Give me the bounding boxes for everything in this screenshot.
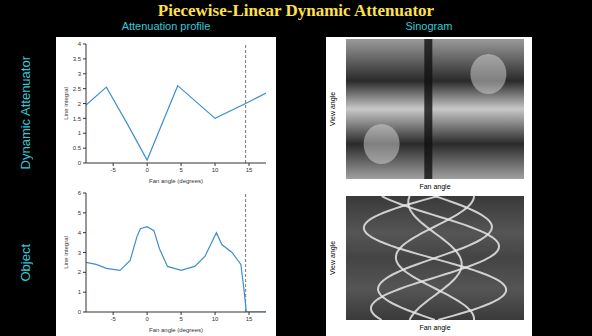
html-text:Piecewise-Linear Dynamic Atten: Piecewise-Linear Dynamic Attenuator xyxy=(157,1,435,20)
svg-text:Line integral: Line integral xyxy=(63,236,69,269)
html-text:Attenuation profile: Attenuation profile xyxy=(121,20,211,32)
html-text:Sinogram: Sinogram xyxy=(405,20,453,32)
svg-text:10: 10 xyxy=(212,167,219,173)
svg-text:2: 2 xyxy=(78,269,82,275)
svg-text:1: 1 xyxy=(78,130,82,136)
svg-text:0: 0 xyxy=(78,309,82,315)
svg-text:5: 5 xyxy=(179,167,183,173)
svg-text:5: 5 xyxy=(78,210,82,216)
svg-text:-5: -5 xyxy=(110,167,116,173)
html-text:Dynamic Attenuator: Dynamic Attenuator xyxy=(17,56,33,170)
svg-text:0: 0 xyxy=(145,316,149,322)
html-text:Object: Object xyxy=(17,244,33,282)
svg-text:2: 2 xyxy=(78,101,82,107)
svg-text:3: 3 xyxy=(78,250,82,256)
svg-text:Fan angle (degrees): Fan angle (degrees) xyxy=(149,178,203,184)
svg-text:4: 4 xyxy=(78,230,82,236)
svg-text:0.5: 0.5 xyxy=(73,145,82,151)
svg-text:Fan angle: Fan angle xyxy=(419,324,450,332)
svg-text:3.5: 3.5 xyxy=(73,56,82,62)
svg-text:Fan angle (degrees): Fan angle (degrees) xyxy=(149,327,203,333)
svg-text:0: 0 xyxy=(78,160,82,166)
svg-text:Fan angle: Fan angle xyxy=(419,183,450,191)
svg-text:Line integral: Line integral xyxy=(63,87,69,120)
svg-text:10: 10 xyxy=(212,316,219,322)
svg-text:1: 1 xyxy=(78,289,82,295)
svg-text:0: 0 xyxy=(145,167,149,173)
svg-text:4: 4 xyxy=(78,41,82,47)
svg-text:View angle: View angle xyxy=(329,241,337,275)
svg-text:2.5: 2.5 xyxy=(73,86,82,92)
svg-text:15: 15 xyxy=(246,316,253,322)
svg-text:1.5: 1.5 xyxy=(73,116,82,122)
svg-text:3: 3 xyxy=(78,71,82,77)
svg-text:15: 15 xyxy=(246,167,253,173)
svg-text:-5: -5 xyxy=(110,316,116,322)
svg-text:View angle: View angle xyxy=(329,92,337,126)
svg-text:5: 5 xyxy=(179,316,183,322)
svg-text:6: 6 xyxy=(78,190,82,196)
